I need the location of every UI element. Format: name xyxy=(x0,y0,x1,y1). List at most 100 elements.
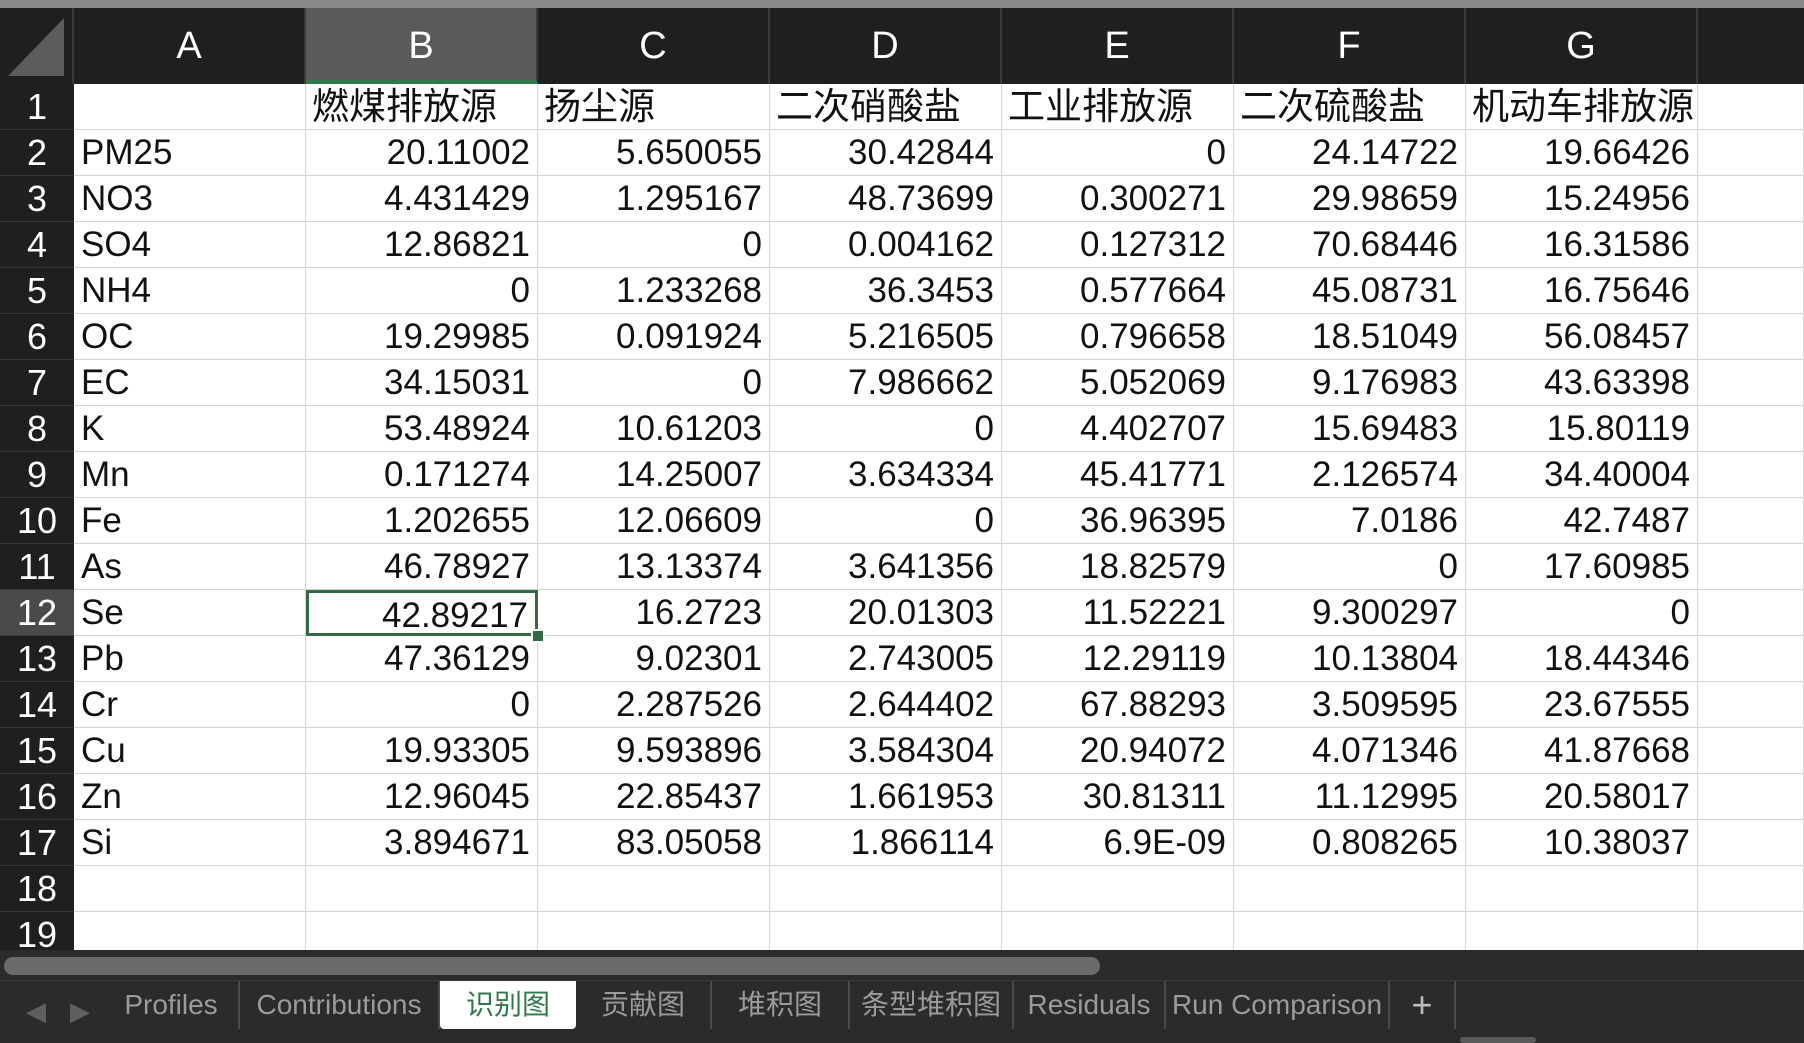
cell-d5[interactable]: 36.3453 xyxy=(770,268,1002,314)
cell-a12[interactable]: Se xyxy=(74,590,306,636)
row-header-6[interactable]: 6 xyxy=(0,314,74,360)
cell-g13[interactable]: 18.44346 xyxy=(1466,636,1698,682)
cell-g11[interactable]: 17.60985 xyxy=(1466,544,1698,590)
cell-e3[interactable]: 0.300271 xyxy=(1002,176,1234,222)
cell-g7[interactable]: 43.63398 xyxy=(1466,360,1698,406)
cell-f8[interactable]: 15.69483 xyxy=(1234,406,1466,452)
cell-a1[interactable] xyxy=(74,84,306,130)
cell-a13[interactable]: Pb xyxy=(74,636,306,682)
cell-h8[interactable] xyxy=(1698,406,1804,452)
cell-h10[interactable] xyxy=(1698,498,1804,544)
sheet-tab-4[interactable]: 贡献图 xyxy=(576,981,712,1029)
column-header-b[interactable]: B xyxy=(306,8,538,84)
cell-g12[interactable]: 0 xyxy=(1466,590,1698,636)
cell-c3[interactable]: 1.295167 xyxy=(538,176,770,222)
cell-c5[interactable]: 1.233268 xyxy=(538,268,770,314)
horizontal-scrollbar[interactable] xyxy=(0,950,1804,980)
cell-f6[interactable]: 18.51049 xyxy=(1234,314,1466,360)
cell-b16[interactable]: 12.96045 xyxy=(306,774,538,820)
cell-c10[interactable]: 12.06609 xyxy=(538,498,770,544)
cell-g8[interactable]: 15.80119 xyxy=(1466,406,1698,452)
cell-c6[interactable]: 0.091924 xyxy=(538,314,770,360)
cell-d7[interactable]: 7.986662 xyxy=(770,360,1002,406)
cell-h12[interactable] xyxy=(1698,590,1804,636)
cell-g18[interactable] xyxy=(1466,866,1698,912)
cell-g17[interactable]: 10.38037 xyxy=(1466,820,1698,866)
cell-e11[interactable]: 18.82579 xyxy=(1002,544,1234,590)
cell-b18[interactable] xyxy=(306,866,538,912)
cell-h14[interactable] xyxy=(1698,682,1804,728)
cell-b1[interactable]: 燃煤排放源 xyxy=(306,84,538,130)
cell-b10[interactable]: 1.202655 xyxy=(306,498,538,544)
cell-c19[interactable] xyxy=(538,912,770,950)
cell-f17[interactable]: 0.808265 xyxy=(1234,820,1466,866)
cell-e2[interactable]: 0 xyxy=(1002,130,1234,176)
row-header-11[interactable]: 11 xyxy=(0,544,74,590)
cell-h13[interactable] xyxy=(1698,636,1804,682)
cell-a3[interactable]: NO3 xyxy=(74,176,306,222)
row-header-9[interactable]: 9 xyxy=(0,452,74,498)
cell-b3[interactable]: 4.431429 xyxy=(306,176,538,222)
cell-b7[interactable]: 34.15031 xyxy=(306,360,538,406)
cell-e16[interactable]: 30.81311 xyxy=(1002,774,1234,820)
row-header-4[interactable]: 4 xyxy=(0,222,74,268)
row-header-16[interactable]: 16 xyxy=(0,774,74,820)
cell-c11[interactable]: 13.13374 xyxy=(538,544,770,590)
select-all-corner[interactable] xyxy=(0,8,74,84)
cell-b14[interactable]: 0 xyxy=(306,682,538,728)
cell-f1[interactable]: 二次硫酸盐 xyxy=(1234,84,1466,130)
cell-f15[interactable]: 4.071346 xyxy=(1234,728,1466,774)
cell-d15[interactable]: 3.584304 xyxy=(770,728,1002,774)
cell-b11[interactable]: 46.78927 xyxy=(306,544,538,590)
cell-f19[interactable] xyxy=(1234,912,1466,950)
row-header-8[interactable]: 8 xyxy=(0,406,74,452)
cell-c16[interactable]: 22.85437 xyxy=(538,774,770,820)
cell-g14[interactable]: 23.67555 xyxy=(1466,682,1698,728)
cell-e4[interactable]: 0.127312 xyxy=(1002,222,1234,268)
column-header-e[interactable]: E xyxy=(1002,8,1234,84)
selected-cell-b12[interactable]: 42.89217 xyxy=(306,590,538,636)
cell-b15[interactable]: 19.93305 xyxy=(306,728,538,774)
cell-g5[interactable]: 16.75646 xyxy=(1466,268,1698,314)
cell-e17[interactable]: 6.9E-09 xyxy=(1002,820,1234,866)
cell-f14[interactable]: 3.509595 xyxy=(1234,682,1466,728)
cell-e10[interactable]: 36.96395 xyxy=(1002,498,1234,544)
cell-c17[interactable]: 83.05058 xyxy=(538,820,770,866)
cell-g1[interactable]: 机动车排放源 xyxy=(1466,84,1698,130)
fill-handle[interactable] xyxy=(531,629,545,643)
column-header-a[interactable]: A xyxy=(74,8,306,84)
row-header-18[interactable]: 18 xyxy=(0,866,74,912)
cell-h7[interactable] xyxy=(1698,360,1804,406)
cell-e12[interactable]: 11.52221 xyxy=(1002,590,1234,636)
cell-d17[interactable]: 1.866114 xyxy=(770,820,1002,866)
cell-g6[interactable]: 56.08457 xyxy=(1466,314,1698,360)
cell-b19[interactable] xyxy=(306,912,538,950)
sheet-tab-7[interactable]: Residuals xyxy=(1014,981,1166,1029)
cell-g3[interactable]: 15.24956 xyxy=(1466,176,1698,222)
cell-e14[interactable]: 67.88293 xyxy=(1002,682,1234,728)
cell-c4[interactable]: 0 xyxy=(538,222,770,268)
cell-b17[interactable]: 3.894671 xyxy=(306,820,538,866)
cell-d10[interactable]: 0 xyxy=(770,498,1002,544)
cell-f7[interactable]: 9.176983 xyxy=(1234,360,1466,406)
cell-b6[interactable]: 19.29985 xyxy=(306,314,538,360)
cell-b8[interactable]: 53.48924 xyxy=(306,406,538,452)
spreadsheet-grid[interactable]: 燃煤排放源 扬尘源 二次硝酸盐 工业排放源 二次硫酸盐 机动车排放源 PM25 20.1100… xyxy=(74,84,1804,950)
cell-a8[interactable]: K xyxy=(74,406,306,452)
cell-a14[interactable]: Cr xyxy=(74,682,306,728)
cell-e5[interactable]: 0.577664 xyxy=(1002,268,1234,314)
cell-a9[interactable]: Mn xyxy=(74,452,306,498)
cell-g15[interactable]: 41.87668 xyxy=(1466,728,1698,774)
cell-e1[interactable]: 工业排放源 xyxy=(1002,84,1234,130)
column-header-f[interactable]: F xyxy=(1234,8,1466,84)
cell-e9[interactable]: 45.41771 xyxy=(1002,452,1234,498)
cell-a2[interactable]: PM25 xyxy=(74,130,306,176)
cell-b4[interactable]: 12.86821 xyxy=(306,222,538,268)
row-header-17[interactable]: 17 xyxy=(0,820,74,866)
cell-h3[interactable] xyxy=(1698,176,1804,222)
sheet-tab-3[interactable]: 识别图 xyxy=(440,981,576,1029)
cell-e8[interactable]: 4.402707 xyxy=(1002,406,1234,452)
sheet-tab-5[interactable]: 堆积图 xyxy=(712,981,850,1029)
cell-e6[interactable]: 0.796658 xyxy=(1002,314,1234,360)
cell-f10[interactable]: 7.0186 xyxy=(1234,498,1466,544)
